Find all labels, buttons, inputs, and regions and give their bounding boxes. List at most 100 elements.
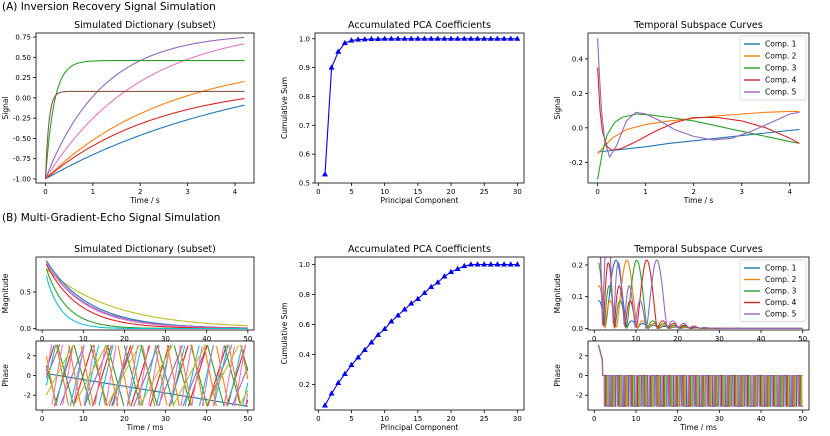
legend-entry: Comp. 3 [765, 64, 797, 73]
legend-entry: Comp. 5 [765, 310, 797, 319]
chart-title: Temporal Subspace Curves [633, 244, 763, 255]
x-tick-label: 50 [798, 335, 807, 343]
x-tick-label: 1 [643, 188, 647, 196]
series-line-t1-purple [44, 36, 245, 180]
pca-point [361, 346, 368, 352]
pca-point [335, 379, 342, 385]
pca-line [324, 263, 518, 406]
y-tick-label: 0.0 [572, 124, 583, 132]
x-tick-label: 30 [715, 415, 724, 423]
pca-point [481, 35, 488, 41]
y-tick-label: -0.50 [13, 135, 31, 143]
pca-point [474, 35, 481, 41]
pca-point [328, 390, 335, 396]
chart-A2: Accumulated PCA Coefficients 0 5 10 15 20 25 30… [280, 20, 525, 205]
y-tick-label: 0.4 [299, 351, 311, 359]
pca-point [461, 35, 468, 41]
y-tick-label: 2 [27, 352, 31, 360]
y-axis-label: Signal [553, 96, 562, 119]
pca-point [481, 261, 488, 267]
y-tick-label: 0.0 [20, 325, 31, 333]
y-tick-label: 0.25 [15, 74, 31, 82]
pca-point [428, 35, 435, 41]
series-line-t1-long [45, 104, 245, 180]
x-tick-label: 20 [673, 415, 682, 423]
pca-point [348, 37, 355, 43]
x-tick-label: 25 [480, 415, 489, 423]
legend-entry: Comp. 5 [765, 88, 797, 97]
chart-title: Temporal Subspace Curves [633, 20, 763, 31]
x-tick-label: 0 [40, 415, 44, 423]
pca-point [434, 35, 441, 41]
pca-point [461, 262, 468, 268]
x-tick-label: 4 [788, 188, 793, 196]
x-tick-label: 2 [138, 188, 142, 196]
pca-point [514, 35, 521, 41]
x-tick-label: 10 [380, 188, 389, 196]
x-tick-label: 0 [43, 188, 47, 196]
legend-box [739, 259, 807, 322]
pca-point [414, 35, 421, 41]
pca-point [355, 36, 362, 42]
pca-point [335, 48, 342, 54]
x-tick-label: 25 [480, 188, 489, 196]
y-tick-label: -0.2 [569, 159, 583, 167]
pca-point [494, 261, 501, 267]
series-line-p7 [45, 344, 249, 407]
pca-point [394, 312, 401, 318]
series-line-comp-5 [597, 344, 803, 407]
plot-frame [314, 256, 525, 411]
y-tick-label: 0.0 [572, 325, 583, 333]
pca-point [341, 370, 348, 376]
pca-point [467, 35, 474, 41]
x-tick-label: 0 [592, 335, 596, 343]
pca-point [321, 171, 328, 177]
chart-A3: Temporal Subspace Curves 0 1 2 3 4 -0.2 0.0 0.2 0… [553, 20, 810, 205]
chart-title: Accumulated PCA Coefficients [348, 20, 491, 31]
x-axis-label: Principal Component [381, 196, 459, 205]
y-tick-label: 2 [579, 352, 583, 360]
y-tick-label: 0.2 [299, 381, 310, 389]
x-tick-label: 40 [757, 335, 766, 343]
plot-frame [587, 256, 810, 331]
y-axis-label: Magnitude [1, 273, 10, 313]
plot-frame [314, 32, 525, 184]
x-tick-label: 30 [161, 335, 170, 343]
pca-point [348, 361, 355, 367]
pca-point [421, 289, 428, 295]
chart-B2: Accumulated PCA Coefficients 0 5 10 15 20 25 30… [280, 244, 525, 432]
chart-title: Simulated Dictionary (subset) [74, 244, 216, 255]
pca-point [448, 35, 455, 41]
y-tick-label: 0.6 [299, 321, 311, 329]
series-line-comp-3 [597, 113, 800, 180]
y-axis-label: Cumulative Sum [280, 77, 289, 139]
x-axis-label: Time / s [129, 196, 160, 205]
x-tick-label: 15 [413, 415, 422, 423]
y-axis-label: Phase [1, 364, 10, 387]
x-tick-label: 5 [349, 188, 353, 196]
pca-point [355, 354, 362, 360]
series-line-comp-5 [597, 38, 800, 159]
pca-point [414, 295, 421, 301]
pca-point [494, 35, 501, 41]
y-axis-label: Phase [553, 364, 562, 387]
x-tick-label: 0 [316, 415, 320, 423]
series-line-t1-med-long [45, 80, 245, 180]
y-tick-label: 0.1 [572, 293, 583, 301]
x-tick-label: 50 [798, 415, 807, 423]
plot-frame [35, 32, 255, 184]
x-tick-label: 10 [631, 335, 640, 343]
pca-point [388, 35, 395, 41]
pca-point [454, 265, 461, 271]
y-tick-label: 0.50 [15, 54, 31, 62]
x-axis-label: Time / s [683, 196, 714, 205]
pca-point [467, 261, 474, 267]
pca-point [501, 261, 508, 267]
pca-point [441, 273, 448, 279]
pca-point [421, 35, 428, 41]
x-tick-label: 20 [673, 335, 682, 343]
pca-point [375, 35, 382, 42]
chart-B1: Simulated Dictionary (subset) 0 10 20 30 40 50… [1, 244, 255, 343]
pca-point [328, 64, 335, 70]
